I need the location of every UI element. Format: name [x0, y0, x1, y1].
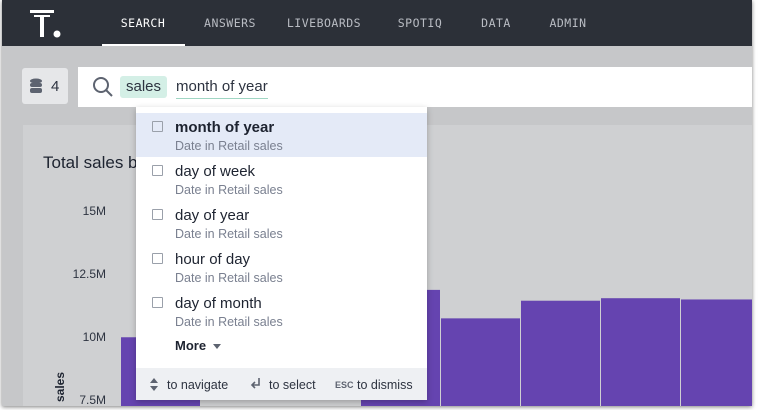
nav-tab[interactable]: ANSWERS	[204, 16, 256, 30]
suggestion-title: month of year	[175, 119, 275, 136]
nav-tab[interactable]: DATA	[481, 16, 511, 30]
top-nav: SEARCH ANSWERS LIVEBOARDS SPOTIQ DATA ADMIN	[2, 0, 752, 46]
y-tick-label: 10M	[83, 330, 106, 344]
column-icon	[152, 209, 163, 220]
more-button[interactable]: More	[175, 338, 221, 353]
source-count: 4	[51, 78, 60, 95]
search-bar[interactable]	[78, 67, 752, 107]
search-token[interactable]: sales	[120, 76, 168, 98]
suggestion-item[interactable]: day of year Date in Retail sales	[136, 201, 427, 245]
suggestion-subtitle: Date in Retail sales	[175, 315, 283, 329]
y-tick-label: 12.5M	[73, 267, 106, 281]
nav-tab[interactable]: ADMIN	[549, 16, 587, 30]
column-icon	[152, 121, 163, 132]
suggestion-item[interactable]: day of month Date in Retail sales	[136, 289, 427, 333]
suggestion-title: day of month	[175, 295, 262, 312]
suggestion-item[interactable]: hour of day Date in Retail sales	[136, 245, 427, 289]
hint-bar: to navigate to select ESC to dismiss	[136, 368, 427, 400]
suggestion-subtitle: Date in Retail sales	[175, 139, 283, 153]
nav-tab[interactable]: SEARCH	[120, 16, 166, 30]
suggestion-subtitle: Date in Retail sales	[175, 227, 283, 241]
suggestion-subtitle: Date in Retail sales	[175, 271, 283, 285]
hint-select: to select	[269, 378, 316, 392]
logo[interactable]	[30, 8, 64, 40]
suggestion-item[interactable]: day of week Date in Retail sales	[136, 157, 427, 201]
column-icon	[152, 165, 163, 176]
data-source-button[interactable]: 4	[22, 68, 68, 104]
suggestion-title: day of week	[175, 163, 256, 180]
nav-tab[interactable]: LIVEBOARDS	[286, 16, 362, 30]
y-tick-label: 7.5M	[79, 393, 106, 406]
nav-tab[interactable]: SPOTIQ	[397, 16, 443, 30]
more-label: More	[175, 338, 207, 353]
search-input-text[interactable]: month of year	[176, 76, 268, 99]
suggestion-subtitle: Date in Retail sales	[175, 183, 283, 197]
bar	[601, 298, 680, 406]
active-tab-underline	[102, 44, 185, 46]
column-icon	[152, 297, 163, 308]
bar	[681, 299, 752, 406]
y-tick-label: 15M	[83, 204, 106, 218]
hint-navigate: to navigate	[167, 378, 229, 392]
suggestion-title: day of year	[175, 207, 250, 224]
bar	[521, 300, 600, 406]
chart-title: Total sales b	[43, 153, 138, 172]
hint-dismiss: to dismiss	[357, 378, 413, 392]
app-window: Total sales b sales 7.5M 10M 12.5M 15M SEAR…	[2, 0, 752, 406]
suggestion-dropdown: month of year Date in Retail sales day of …	[136, 107, 427, 400]
suggestion-title: hour of day	[175, 251, 251, 268]
bar	[441, 318, 520, 406]
column-icon	[152, 253, 163, 264]
suggestion-item[interactable]: month of year Date in Retail sales	[136, 113, 427, 157]
hint-key: ESC	[335, 380, 354, 390]
y-axis-label: sales	[53, 372, 67, 402]
